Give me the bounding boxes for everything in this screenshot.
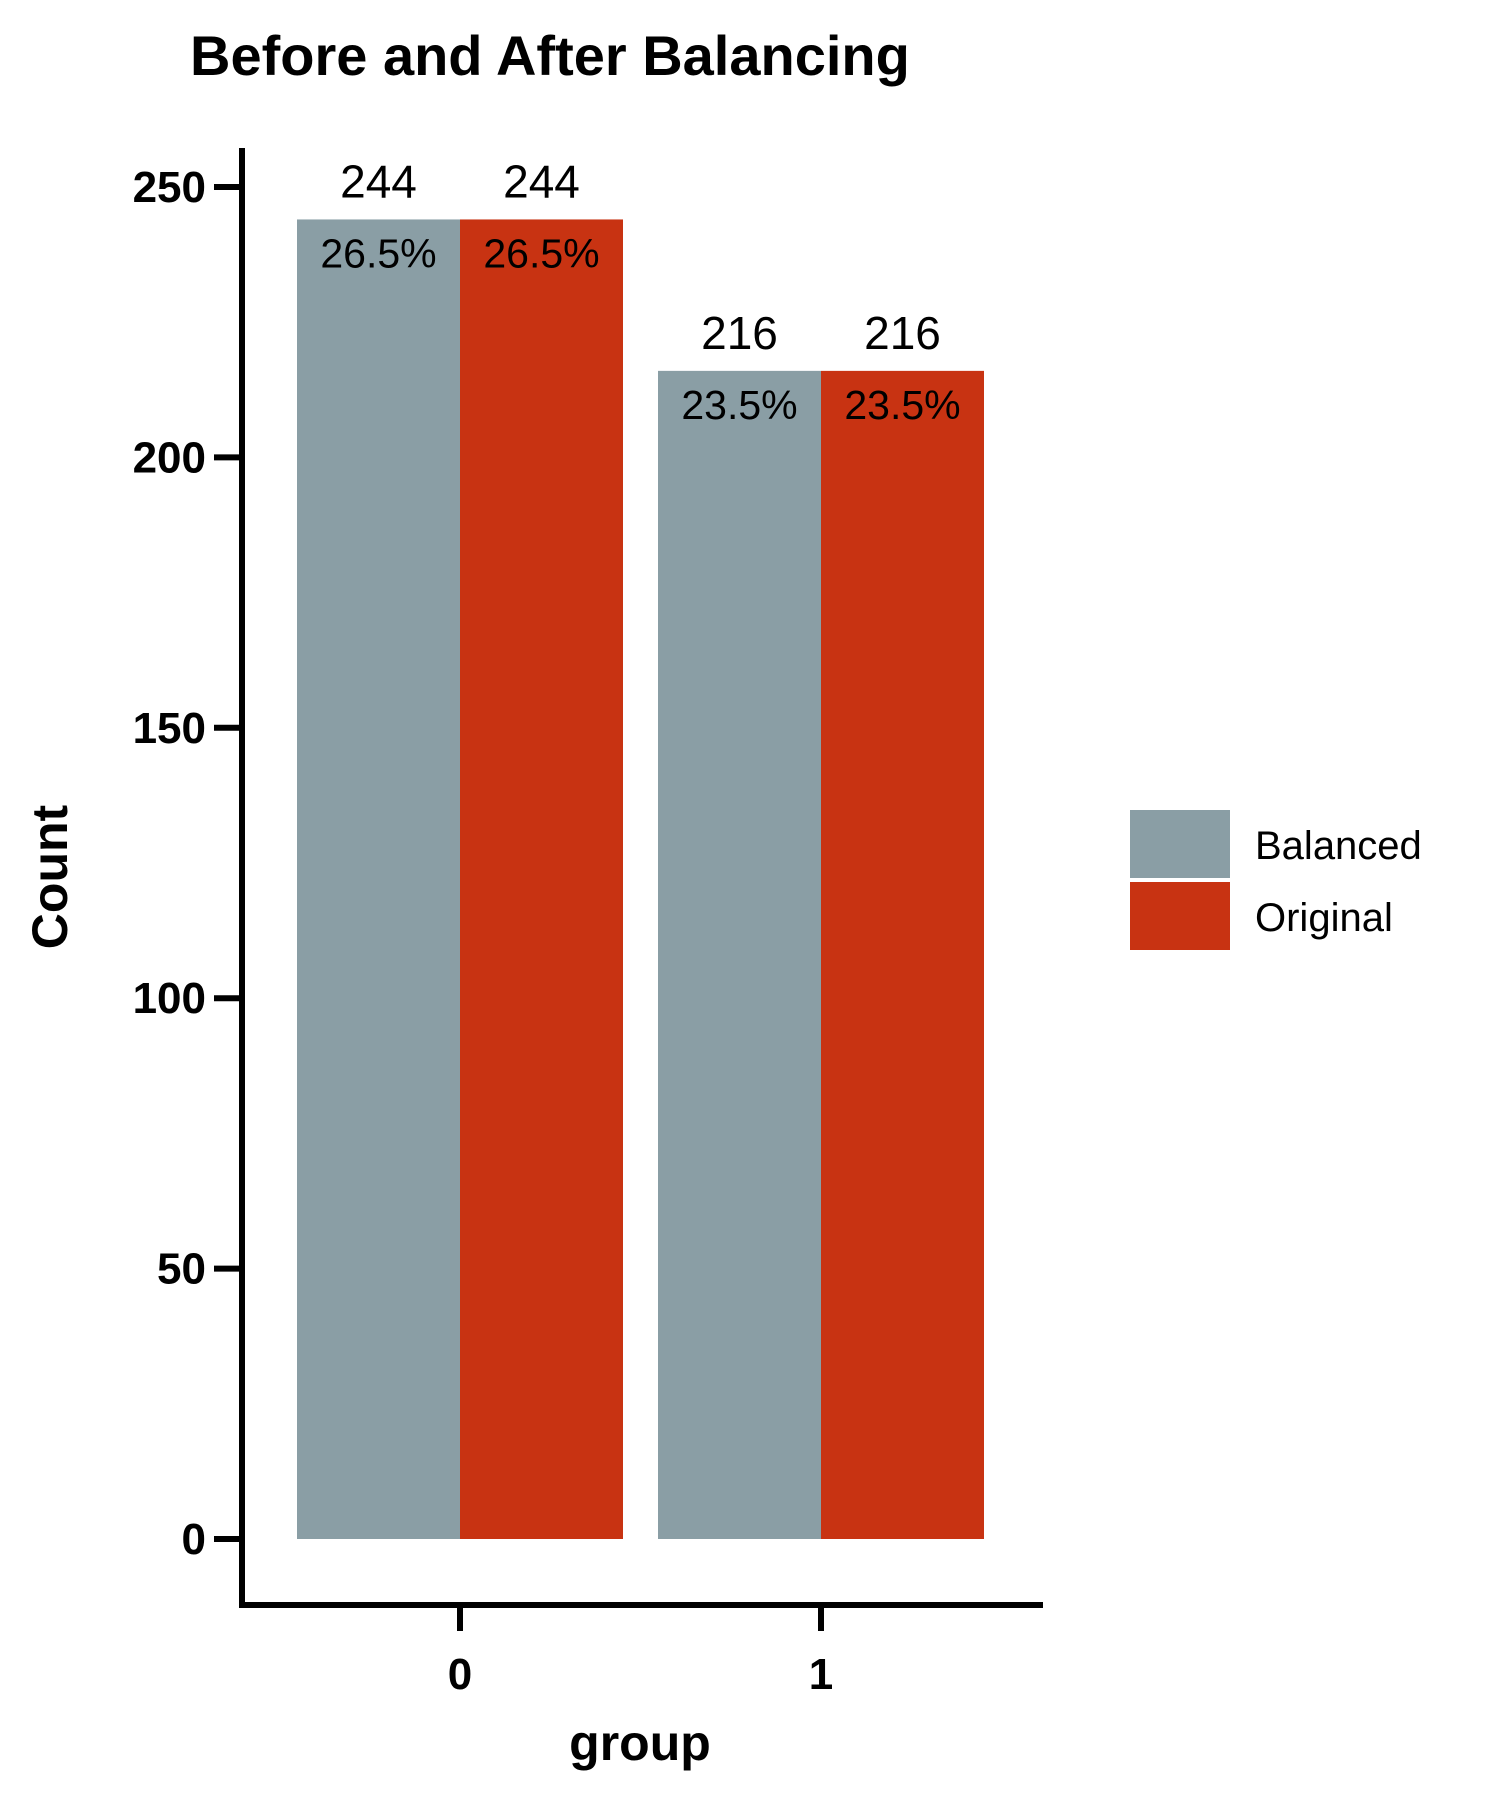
y-axis-title: Count bbox=[22, 804, 78, 949]
plot-area: 0 50 100 150 200 250 244 26.5% 244 26.5% 0 216 23.5%… bbox=[133, 148, 1043, 1699]
x-tick-label: 0 bbox=[448, 1650, 472, 1699]
count-label: 216 bbox=[701, 307, 778, 359]
percent-label: 23.5% bbox=[844, 382, 960, 428]
legend: Balanced Original bbox=[1130, 810, 1422, 950]
legend-label-balanced: Balanced bbox=[1255, 824, 1422, 868]
legend-swatch-original bbox=[1130, 882, 1230, 950]
y-tick-label: 200 bbox=[133, 433, 206, 482]
x-tick-label: 1 bbox=[809, 1650, 833, 1699]
percent-label: 26.5% bbox=[320, 230, 436, 276]
count-label: 216 bbox=[864, 307, 941, 359]
x-axis-title: group bbox=[569, 1715, 711, 1771]
count-label: 244 bbox=[340, 155, 417, 207]
count-label: 244 bbox=[503, 155, 580, 207]
bar-original-1 bbox=[821, 370, 984, 1539]
y-tick-label: 0 bbox=[182, 1515, 206, 1564]
bar-balanced-1 bbox=[658, 370, 821, 1539]
y-tick-label: 100 bbox=[133, 974, 206, 1023]
percent-label: 26.5% bbox=[483, 230, 599, 276]
y-tick-label: 250 bbox=[133, 163, 206, 212]
bar-balanced-0 bbox=[297, 219, 460, 1539]
legend-label-original: Original bbox=[1255, 896, 1393, 940]
y-tick-label: 50 bbox=[157, 1245, 206, 1294]
y-tick-label: 150 bbox=[133, 704, 206, 753]
bar-original-0 bbox=[460, 219, 623, 1539]
chart-title: Before and After Balancing bbox=[190, 24, 910, 87]
percent-label: 23.5% bbox=[681, 382, 797, 428]
legend-swatch-balanced bbox=[1130, 810, 1230, 878]
